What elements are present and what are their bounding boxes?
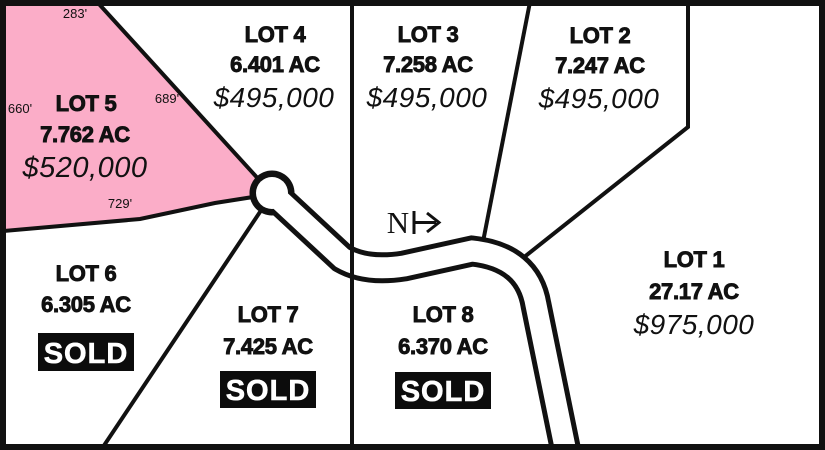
dimension-label-bottom: 729': [108, 196, 132, 211]
sold-badge-label: SOLD: [401, 376, 486, 408]
lot-4: LOT 4 6.401 AC $495,000: [213, 22, 335, 113]
dimension-label-right: 689': [155, 91, 179, 106]
lot-acreage: 6.305 AC: [41, 292, 131, 317]
sold-badge: [395, 372, 491, 409]
cul-de-sac: [256, 177, 288, 209]
lot-name: LOT 3: [398, 22, 459, 47]
lot-acreage: 7.425 AC: [223, 334, 313, 359]
boundary-lot2-lot1: [521, 2, 690, 260]
lot-name: LOT 4: [245, 22, 307, 47]
dimension-label-left: 660': [8, 101, 32, 116]
lot-price: $520,000: [22, 152, 148, 184]
lot-name: LOT 6: [56, 261, 117, 286]
lot-name: LOT 7: [238, 302, 299, 327]
lot-2: LOT 2 7.247 AC $495,000: [538, 23, 660, 114]
sold-badge-label: SOLD: [44, 338, 129, 370]
lot-acreage: 7.258 AC: [383, 52, 473, 77]
boundary-lot3-lot2: [479, 1, 532, 253]
dimension-label-top: 283': [63, 6, 87, 21]
lot-3: LOT 3 7.258 AC $495,000: [366, 22, 488, 113]
sold-badge-label: SOLD: [226, 375, 311, 407]
lot-name: LOT 1: [664, 247, 725, 272]
lot-8: LOT 8 6.370 AC SOLD: [395, 302, 491, 409]
lot-7: LOT 7 7.425 AC SOLD: [220, 302, 316, 408]
sold-badge: [38, 333, 134, 371]
north-indicator: N: [387, 205, 442, 240]
lot-acreage: 6.401 AC: [230, 52, 320, 77]
north-label: N: [387, 205, 409, 240]
lot-acreage: 6.370 AC: [398, 334, 488, 359]
lot-name: LOT 2: [570, 23, 631, 48]
lot-name: LOT 5: [56, 91, 117, 116]
lot-5: LOT 5 7.762 AC $520,000 283' 660' 689' 7…: [8, 6, 179, 211]
north-arrow-icon: [412, 211, 442, 234]
road-surface: [264, 185, 577, 450]
lot-price: $495,000: [366, 82, 488, 113]
boundary-lot6-lot7: [101, 192, 274, 449]
sold-badge: [220, 371, 316, 408]
lot-acreage: 7.247 AC: [555, 53, 645, 78]
lot-name: LOT 8: [413, 302, 474, 327]
lot-acreage: 27.17 AC: [649, 279, 739, 304]
lot-1: LOT 1 27.17 AC $975,000: [633, 247, 755, 340]
lot-price: $495,000: [538, 83, 660, 114]
lot-price: $495,000: [213, 82, 335, 113]
lot-acreage: 7.762 AC: [40, 122, 130, 147]
lot-price: $975,000: [633, 309, 755, 340]
lot-6: LOT 6 6.305 AC SOLD: [38, 261, 134, 371]
